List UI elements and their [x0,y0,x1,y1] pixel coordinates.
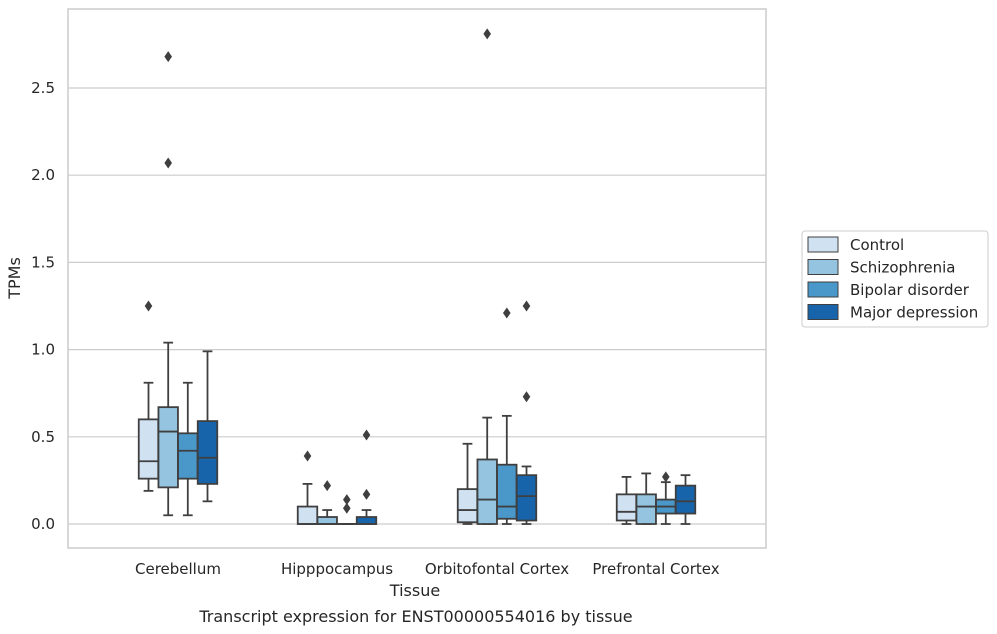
outlier-point [343,494,351,506]
series-bipolar-disorder [177,307,677,525]
outlier-point [323,480,331,492]
legend: Control Schizophrenia Bipolar disorder Majo… [801,230,989,328]
outlier-point [303,450,312,462]
figure-caption: Transcript expression for ENST0000055401… [198,607,632,626]
y-tick-label: 0.5 [31,428,55,446]
box-element [177,381,199,517]
box-iqr [296,505,319,525]
y-tick-label: 0.0 [31,515,55,533]
outlier-point [662,471,670,483]
series-control [137,300,638,525]
outlier-point [503,307,511,319]
box-iqr [674,484,697,515]
box-iqr [476,458,498,525]
box-iqr [157,406,179,489]
box-iqr [496,463,518,520]
outlier-point [362,488,371,500]
y-axis-title: TPMs [5,257,24,300]
outlier-point [483,28,491,40]
legend-label: Control [850,236,904,254]
x-axis-ticks: Cerebellum Hipppocampus Orbitofontal Corte… [135,560,720,578]
legend-swatch [807,236,839,253]
plot-frame [67,8,767,549]
outlier-point [522,391,531,403]
box-element [674,474,697,525]
y-tick-label: 2.0 [31,166,55,184]
box-element [336,494,358,525]
box-iqr [635,493,657,525]
x-tick-label: Cerebellum [135,560,221,578]
box-series [137,28,697,525]
box-element [316,480,338,525]
y-tick-label: 2.5 [31,79,55,97]
outlier-point [164,51,172,63]
legend-label: Major depression [850,304,978,322]
x-tick-label: Prefrontal Cortex [592,560,719,578]
box-iqr [456,488,479,524]
box-element [355,429,378,525]
legend-label: Schizophrenia [850,259,955,277]
box-iqr [355,516,378,525]
box-element [515,300,538,525]
box-element [196,350,219,503]
box-iqr [177,432,199,480]
y-tick-label: 1.0 [31,341,55,359]
outlier-point [362,429,371,441]
x-tick-label: Orbitofontal Cortex [425,560,569,578]
box-element [296,450,319,525]
x-tick-label: Hipppocampus [281,560,393,578]
series-schizophrenia [157,28,657,525]
legend-swatch [807,304,839,320]
box-element [456,442,479,525]
legend-frame [801,230,989,328]
box-element [137,300,160,492]
box-iqr [615,493,638,522]
outlier-point [522,300,531,312]
box-iqr [137,418,160,480]
outlier-point [164,157,172,169]
outlier-point [144,300,153,312]
box-iqr [316,516,338,525]
legend-swatch [807,259,839,275]
outlier-point [343,502,351,514]
box-iqr [196,420,219,485]
series-major-depression [196,300,697,525]
x-axis-title: Tissue [389,581,440,600]
box-iqr [515,474,538,522]
y-tick-label: 1.5 [31,253,55,271]
legend-swatch [807,281,839,298]
legend-label: Bipolar disorder [850,281,970,299]
y-axis-ticks: 0.0 0.5 1.0 1.5 2.0 2.5 [31,79,55,533]
box-element [157,51,179,517]
